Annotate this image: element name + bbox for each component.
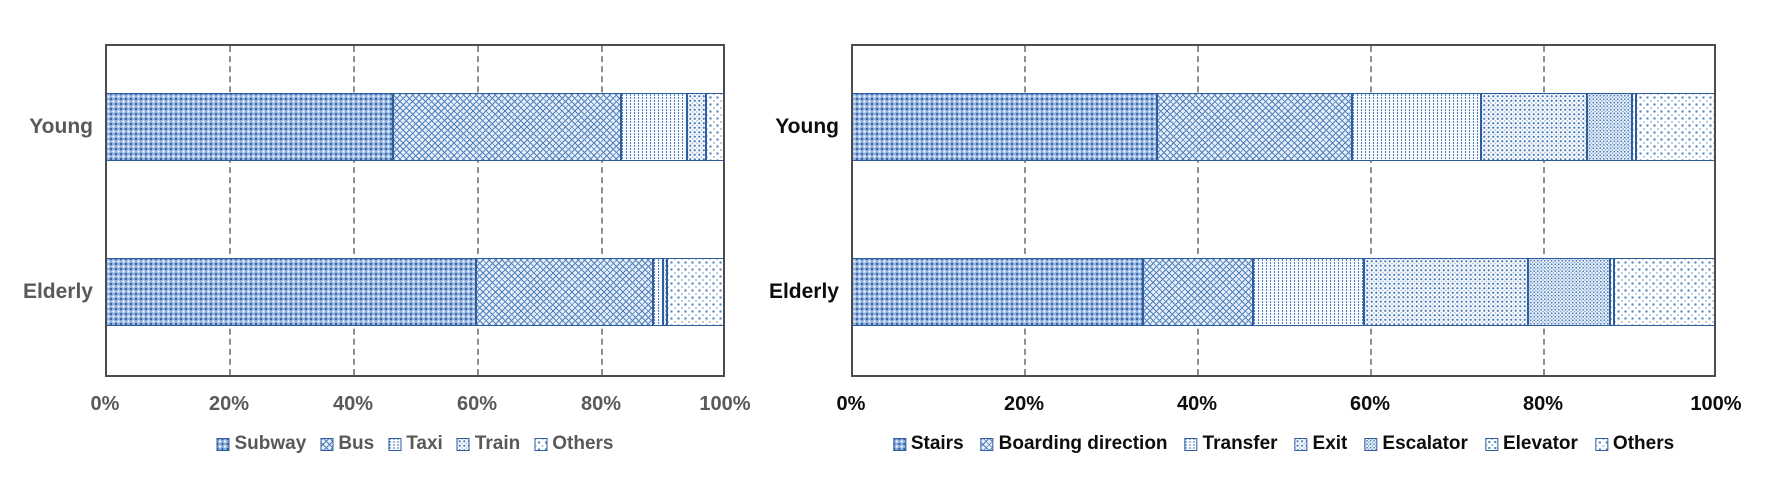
legend-item-exit: Exit	[1294, 433, 1348, 455]
bar-segment-elderly-taxi	[653, 258, 663, 326]
bar-segment-young-train	[687, 93, 706, 161]
legend-item-others: Others	[534, 433, 613, 455]
legend-swatch-icon-boarding-direction	[980, 437, 994, 451]
bar-segment-elderly-others	[666, 258, 725, 326]
x-tick-label-1: 20%	[1003, 393, 1045, 415]
x-tick-label-0: 0%	[836, 393, 866, 415]
legend: Subway Bus Taxi Train Others	[216, 433, 613, 455]
legend-label-boarding-direction: Boarding direction	[998, 433, 1168, 454]
legend-swatch-icon-taxi	[388, 437, 402, 451]
bar-segment-young-escalator	[1587, 93, 1633, 161]
bar-segment-elderly-transfer	[1253, 258, 1364, 326]
legend-swatch-icon-others	[534, 437, 548, 451]
bar-segment-young-taxi	[621, 93, 688, 161]
bar-segment-young-stairs	[851, 93, 1158, 161]
bar-segment-young-bus	[393, 93, 622, 161]
legend-item-stairs: Stairs	[892, 433, 964, 455]
bar-segment-young-others	[705, 93, 725, 161]
legend-label-others: Others	[552, 433, 614, 454]
bar-segment-elderly-elevator	[1610, 258, 1614, 326]
bar-segment-elderly-stairs	[851, 258, 1144, 326]
x-tick-label-4: 80%	[580, 393, 622, 415]
legend-label-taxi: Taxi	[406, 433, 443, 454]
bar-segment-elderly-bus	[475, 258, 654, 326]
legend-label-train: Train	[474, 433, 521, 454]
x-tick-label-2: 40%	[1176, 393, 1218, 415]
plot-area: Young Elderly 0% 20% 40% 60% 80% 100% Subway Bus T…	[23, 44, 751, 454]
gridline-60	[1370, 46, 1372, 375]
legend-swatch-icon-stairs	[892, 437, 906, 451]
stacked-bar-elderly	[851, 258, 1716, 326]
category-label-young: Young	[775, 115, 839, 138]
legend-item-subway: Subway	[216, 433, 307, 455]
legend-item-boarding-direction: Boarding direction	[980, 433, 1168, 455]
gridline-60	[477, 46, 479, 375]
legend-label-escalator: Escalator	[1382, 433, 1468, 454]
legend-item-transfer: Transfer	[1184, 433, 1278, 455]
stacked-bar-young	[105, 93, 725, 161]
legend-item-train: Train	[456, 433, 521, 455]
legend-label-others: Others	[1612, 433, 1675, 454]
bar-segment-young-subway	[105, 93, 394, 161]
legend: Stairs Boarding direction Transfer Exit Esca…	[892, 433, 1675, 455]
legend-label-subway: Subway	[234, 433, 307, 454]
legend-item-taxi: Taxi	[388, 433, 443, 455]
legend-item-elevator: Elevator	[1484, 433, 1578, 455]
legend-item-others: Others	[1594, 433, 1675, 455]
bar-segment-elderly-others	[1613, 258, 1716, 326]
legend-label-stairs: Stairs	[910, 433, 964, 454]
x-tick-label-5: 100%	[1690, 393, 1742, 415]
gridline-20	[1024, 46, 1026, 375]
bar-segment-young-boarding-direction	[1157, 93, 1352, 161]
bar-segment-young-exit	[1480, 93, 1588, 161]
gridline-80	[1543, 46, 1545, 375]
legend-swatch-icon-others	[1594, 437, 1608, 451]
bar-segment-young-elevator	[1632, 93, 1637, 161]
legend-item-escalator: Escalator	[1364, 433, 1468, 455]
stacked-bar-young	[851, 93, 1716, 161]
bar-segment-elderly-subway	[105, 258, 476, 326]
legend-label-bus: Bus	[338, 433, 375, 454]
bar-segment-elderly-boarding-direction	[1143, 258, 1254, 326]
stacked-bar-elderly	[105, 258, 725, 326]
x-tick-label-5: 100%	[699, 393, 751, 415]
bar-segment-young-others	[1636, 93, 1716, 161]
gridline-40	[353, 46, 355, 375]
plot-area: Young Elderly 0% 20% 40% 60% 80% 100% Stairs Boar…	[769, 44, 1742, 454]
x-tick-label-4: 80%	[1522, 393, 1564, 415]
gridline-80	[601, 46, 603, 375]
bar-segment-elderly-train	[662, 258, 667, 326]
bar-segment-elderly-escalator	[1528, 258, 1611, 326]
category-label-elderly: Elderly	[22, 280, 93, 303]
legend-swatch-icon-bus	[320, 437, 334, 451]
legend-label-transfer: Transfer	[1202, 433, 1278, 454]
legend-label-elevator: Elevator	[1502, 433, 1578, 454]
legend-swatch-icon-subway	[216, 437, 230, 451]
gridline-40	[1197, 46, 1199, 375]
bar-segment-young-transfer	[1351, 93, 1481, 161]
legend-label-exit: Exit	[1312, 433, 1348, 454]
legend-swatch-icon-train	[456, 437, 470, 451]
legend-item-bus: Bus	[320, 433, 374, 455]
legend-swatch-icon-exit	[1294, 437, 1308, 451]
x-tick-label-0: 0%	[90, 393, 120, 415]
legend-swatch-icon-escalator	[1364, 437, 1378, 451]
category-label-elderly: Elderly	[768, 280, 839, 303]
x-tick-label-3: 60%	[1349, 393, 1391, 415]
legend-swatch-icon-elevator	[1484, 437, 1498, 451]
bar-segment-elderly-exit	[1363, 258, 1529, 326]
gridline-20	[229, 46, 231, 375]
legend-swatch-icon-transfer	[1184, 437, 1198, 451]
x-tick-label-2: 40%	[332, 393, 374, 415]
x-tick-label-3: 60%	[456, 393, 498, 415]
category-label-young: Young	[29, 115, 93, 138]
x-tick-label-1: 20%	[208, 393, 250, 415]
